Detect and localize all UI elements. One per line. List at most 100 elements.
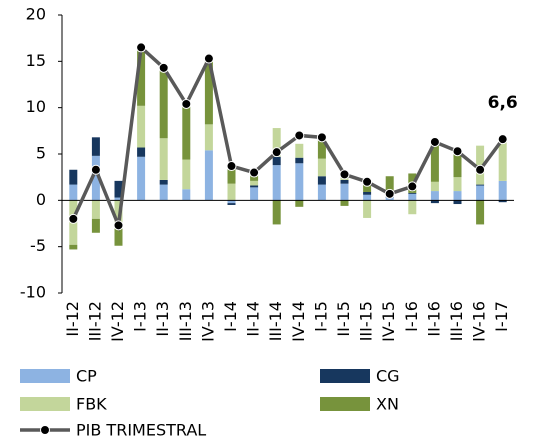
legend-label: XN: [376, 395, 399, 414]
line-marker: [226, 161, 237, 172]
bar-segment: [250, 180, 259, 186]
legend-swatch: [320, 369, 370, 383]
bar-segment: [91, 218, 100, 233]
bar-segment: [453, 191, 462, 201]
bar-segment: [295, 143, 304, 158]
line-marker: [271, 147, 282, 158]
legend-label: CG: [376, 367, 400, 386]
bar-segment: [137, 47, 146, 106]
line-marker: [475, 164, 486, 175]
line-marker: [68, 213, 79, 224]
legend-swatch: [320, 397, 370, 411]
y-tick-label: -10: [20, 283, 46, 302]
legend-label: PIB TRIMESTRAL: [76, 421, 206, 440]
line-marker: [158, 62, 169, 73]
bar-segment: [430, 181, 439, 192]
y-tick-label: -5: [30, 236, 46, 255]
x-tick-label: IV-14: [289, 301, 308, 342]
line-marker: [316, 132, 327, 143]
x-tick-label: I-15: [311, 301, 330, 332]
bar-segment: [385, 176, 394, 192]
bar-segment: [476, 185, 485, 201]
bar-segment: [408, 193, 417, 201]
bar-segment: [69, 244, 78, 250]
bar-segment: [137, 147, 146, 157]
y-tick-label: 5: [36, 144, 46, 163]
x-tick-label: IV-12: [108, 301, 127, 342]
x-tick-label: II-14: [244, 301, 263, 337]
x-tick-label: IV-15: [379, 301, 398, 342]
line-marker: [452, 146, 463, 157]
bar-segment: [476, 184, 485, 186]
bar-segment: [227, 183, 236, 201]
bar-segment: [363, 200, 372, 218]
x-tick-label: I-13: [131, 301, 150, 332]
bar-segment: [272, 156, 281, 166]
bar-segment: [91, 200, 100, 219]
bar-segment: [340, 183, 349, 201]
bar-segment: [114, 223, 123, 246]
line-marker: [339, 169, 350, 180]
line-marker: [136, 42, 147, 53]
bar-segment: [137, 105, 146, 148]
y-tick-label: 0: [36, 190, 46, 209]
bar-segment: [159, 138, 168, 180]
x-tick-label: II-13: [153, 301, 172, 337]
bar-segment: [227, 203, 236, 205]
bar-segment: [91, 137, 100, 156]
bar-segment: [182, 189, 191, 201]
y-tick-label: 10: [26, 97, 46, 116]
bar-segment: [295, 157, 304, 164]
bar-segment: [363, 191, 372, 195]
bar-segment: [317, 158, 326, 177]
bar-segment: [430, 200, 439, 204]
x-tick-label: III-13: [176, 301, 195, 341]
line-marker: [429, 136, 440, 147]
y-tick-label: 15: [26, 51, 46, 70]
bar-segment: [317, 184, 326, 201]
bar-segment: [408, 192, 417, 194]
line-marker: [249, 167, 260, 178]
x-tick-label: II-12: [63, 301, 82, 337]
bar-segment: [476, 200, 485, 225]
bar-segment: [317, 176, 326, 185]
line-marker: [362, 176, 373, 187]
legend-swatch: [20, 369, 70, 383]
bar-segment: [204, 150, 213, 201]
x-tick-label: II-16: [424, 301, 443, 337]
x-tick-label: III-14: [266, 301, 285, 341]
line-marker: [203, 53, 214, 64]
bar-segment: [250, 187, 259, 201]
bar-segment: [430, 141, 439, 182]
line-marker: [407, 181, 418, 192]
x-tick-label: III-15: [357, 301, 376, 341]
bar-segment: [295, 200, 304, 207]
line-marker: [113, 220, 124, 231]
line: [71, 43, 505, 233]
x-tick-label: III-16: [447, 301, 466, 341]
line-marker: [497, 134, 508, 145]
bar-segment: [363, 194, 372, 201]
bar-segment: [250, 185, 259, 188]
bar-segment: [204, 124, 213, 151]
bar-segment: [91, 155, 100, 201]
bar-segment: [159, 184, 168, 201]
bar-segment: [227, 200, 236, 204]
x-tick-label: III-12: [85, 301, 104, 341]
bar-segment: [498, 200, 507, 203]
bar-segment: [340, 179, 349, 184]
bar-segment: [272, 128, 281, 157]
legend-label: FBK: [76, 395, 107, 414]
bar-segment: [182, 103, 191, 160]
line-marker: [384, 188, 395, 199]
bar-segment: [498, 140, 507, 181]
legend-marker: [40, 425, 50, 435]
x-tick-label: I-16: [402, 301, 421, 332]
bar-segment: [453, 177, 462, 192]
bar-segment: [137, 156, 146, 201]
x-tick-label: IV-13: [198, 301, 217, 342]
bar-segment: [272, 200, 281, 225]
bar-segment: [204, 58, 213, 125]
bar-segment: [114, 180, 123, 198]
